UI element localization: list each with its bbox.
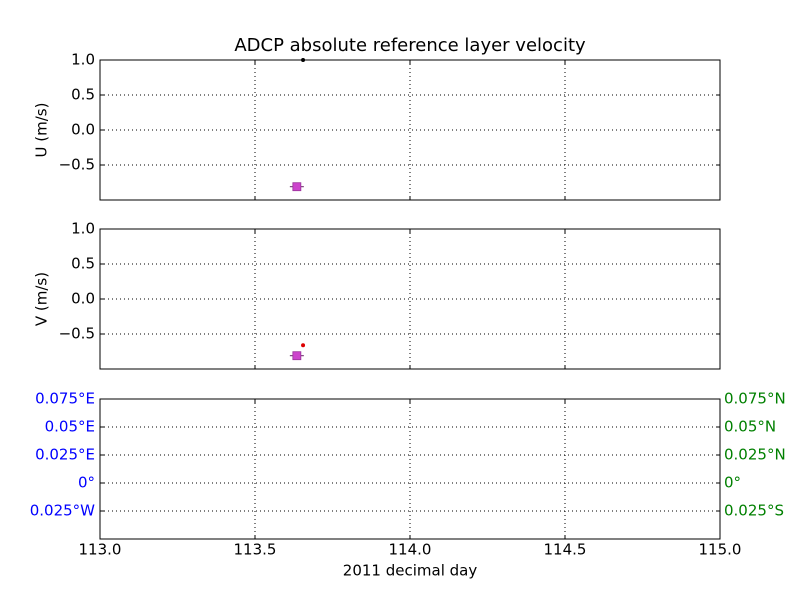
y-tick-label: 0.0 [71, 290, 95, 308]
axes-frame [99, 59, 721, 201]
axes-frame [99, 228, 721, 370]
x-axis-label: 2011 decimal day [343, 562, 478, 580]
y-tick-label: −0.5 [59, 156, 95, 174]
y-tick-label: 0.075°E [35, 390, 95, 408]
axes-frame [99, 398, 721, 540]
y-tick-label: 1.0 [71, 51, 95, 69]
y2-tick-label: 0.075°N [724, 390, 786, 408]
marker [292, 182, 302, 192]
x-tick-label: 114.5 [544, 541, 587, 559]
subplot: −0.5 0.0 0.5 1.0 V (m/s) [33, 220, 721, 370]
y-tick-label: 0.025°E [35, 446, 95, 464]
y-tick-label: 0.5 [71, 255, 95, 273]
x-tick-label: 113.0 [79, 541, 122, 559]
y2-tick-label: 0° [724, 474, 741, 492]
y-tick-label: 0° [78, 474, 95, 492]
y-tick-label: 1.0 [71, 220, 95, 238]
y-axis-label: U (m/s) [33, 103, 51, 158]
y-axis-label: V (m/s) [33, 272, 51, 326]
marker [301, 343, 306, 348]
y-tick-label: 0.0 [71, 121, 95, 139]
y2-tick-label: 0.05°N [724, 418, 776, 436]
chart-title: ADCP absolute reference layer velocity [234, 35, 586, 56]
x-tick-label: 115.0 [699, 541, 742, 559]
y-tick-label: 0.05°E [45, 418, 95, 436]
y-tick-label: 0.5 [71, 86, 95, 104]
x-tick-label: 113.5 [234, 541, 277, 559]
y2-tick-label: 0.025°S [724, 502, 784, 520]
y-tick-label: −0.5 [59, 325, 95, 343]
marker [292, 351, 302, 361]
subplot: ADCP absolute reference layer velocity −0… [33, 35, 721, 201]
y-tick-label: 0.025°W [30, 502, 95, 520]
subplot: 113.0 113.5 114.0 114.5 115.0 0.025°W 0° 0.025°… [30, 390, 786, 580]
x-tick-label: 114.0 [389, 541, 432, 559]
y2-tick-label: 0.025°N [724, 446, 786, 464]
